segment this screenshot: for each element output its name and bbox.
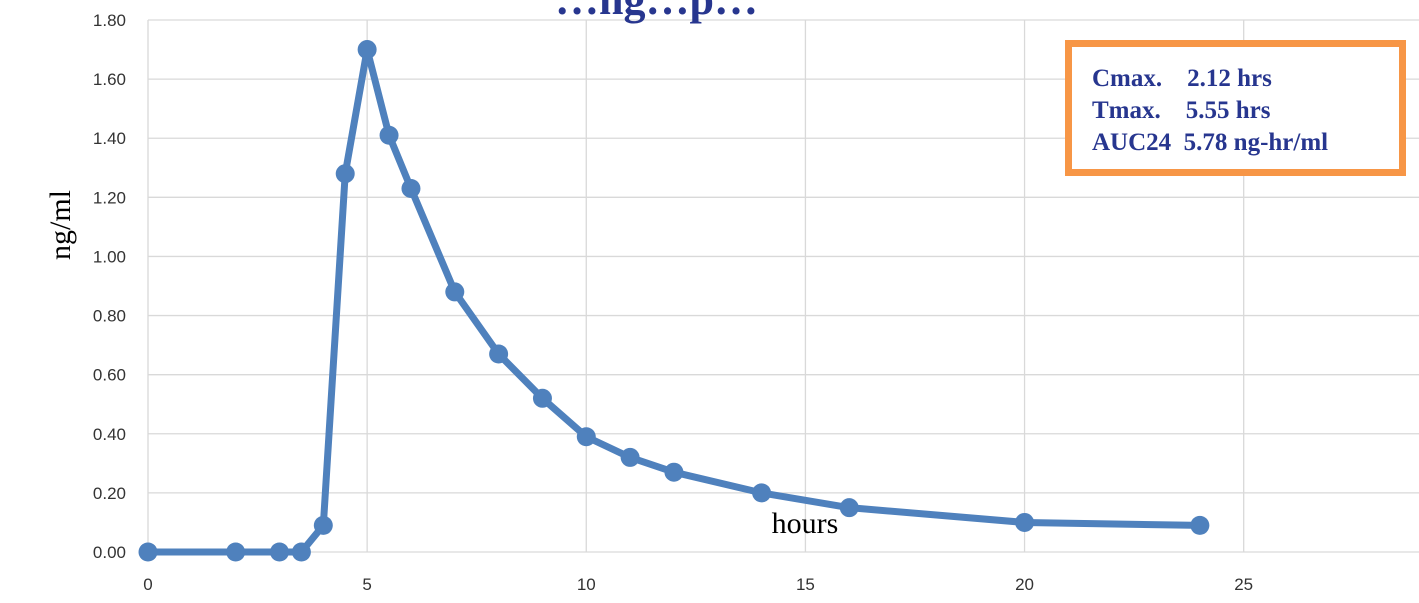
x-axis-tick-labels: 0 5 10 15 20 25	[143, 575, 1253, 594]
y-axis-tick-labels: 0.00 0.20 0.40 0.60 0.80 1.00 1.20 1.40 1.60 1.80	[93, 11, 126, 562]
y-axis-label: ng/ml	[44, 190, 77, 260]
x-axis-label: hours	[772, 507, 839, 540]
data-point	[664, 462, 684, 482]
y-tick-label: 0.20	[93, 484, 126, 503]
gridlines	[147, 19, 1419, 553]
y-tick-label: 0.80	[93, 307, 126, 326]
data-point	[357, 40, 377, 60]
data-points	[138, 40, 1210, 562]
cmax-line: Cmax. 2.12 hrs	[1092, 65, 1272, 92]
y-tick-label: 0.40	[93, 425, 126, 444]
data-point	[1015, 512, 1035, 532]
data-point	[489, 344, 509, 364]
y-tick-label: 0.00	[93, 543, 126, 562]
y-tick-label: 1.20	[93, 188, 126, 207]
y-tick-label: 1.40	[93, 129, 126, 148]
chart-title: …ng…p…	[555, 0, 758, 24]
pk-summary-box: Cmax. 2.12 hrs Tmax. 5.55 hrs AUC24 5.78…	[1065, 40, 1406, 176]
x-tick-label: 25	[1234, 575, 1253, 594]
data-point	[620, 447, 640, 467]
x-tick-label: 15	[796, 575, 815, 594]
data-point	[291, 542, 311, 562]
data-point	[532, 388, 552, 408]
x-tick-label: 20	[1015, 575, 1034, 594]
data-point	[445, 282, 465, 302]
data-point	[576, 427, 596, 447]
data-point	[313, 515, 333, 535]
auc24-line: AUC24 5.78 ng-hr/ml	[1092, 129, 1329, 156]
data-point	[401, 178, 421, 198]
y-tick-label: 1.60	[93, 70, 126, 89]
data-point	[226, 542, 246, 562]
x-tick-label: 5	[362, 575, 371, 594]
y-tick-label: 1.00	[93, 247, 126, 266]
data-point	[379, 125, 399, 145]
x-tick-label: 0	[143, 575, 152, 594]
x-tick-label: 10	[577, 575, 596, 594]
data-point	[138, 542, 158, 562]
data-point	[269, 542, 289, 562]
tmax-line: Tmax. 5.55 hrs	[1092, 97, 1271, 124]
data-point	[335, 164, 355, 184]
data-point	[752, 483, 772, 503]
data-point	[1190, 515, 1210, 535]
y-tick-label: 1.80	[93, 11, 126, 30]
y-tick-label: 0.60	[93, 366, 126, 385]
data-point	[839, 498, 859, 518]
